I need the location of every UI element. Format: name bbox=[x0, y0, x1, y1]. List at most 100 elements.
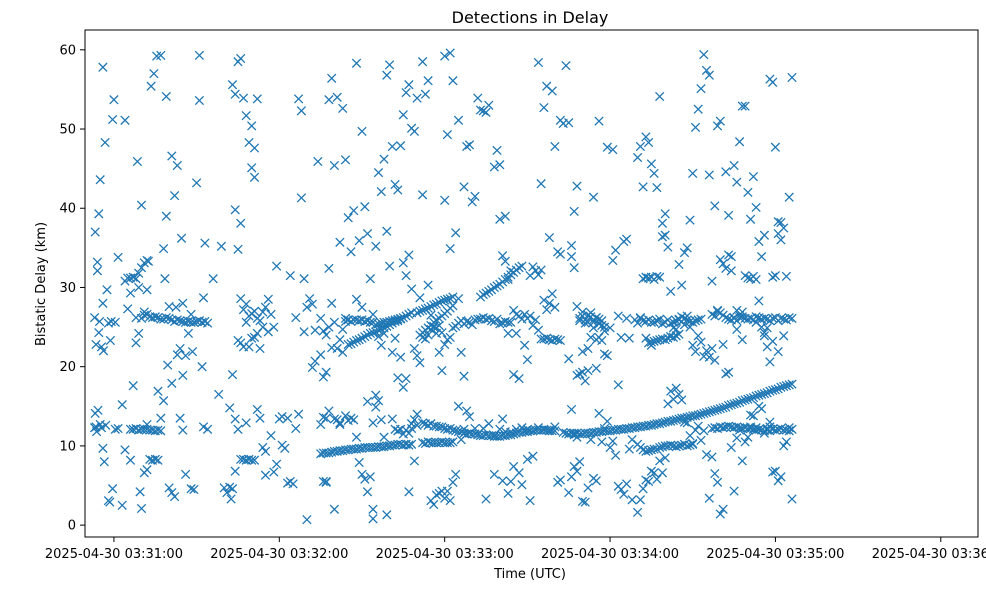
data-point bbox=[721, 312, 731, 323]
data-point bbox=[679, 413, 690, 423]
data-point bbox=[230, 414, 240, 424]
data-point bbox=[131, 274, 141, 284]
data-point bbox=[522, 454, 533, 465]
data-point bbox=[621, 313, 632, 324]
data-point bbox=[146, 81, 156, 91]
data-point bbox=[354, 236, 364, 246]
data-point bbox=[671, 383, 681, 393]
data-point bbox=[743, 273, 753, 283]
data-point bbox=[362, 316, 373, 326]
data-point bbox=[442, 486, 453, 496]
data-point bbox=[125, 455, 136, 465]
data-point bbox=[638, 484, 648, 494]
data-point bbox=[652, 182, 662, 193]
data-point bbox=[751, 423, 761, 433]
data-point bbox=[754, 390, 764, 400]
data-point bbox=[649, 336, 659, 346]
data-point bbox=[404, 487, 414, 497]
data-point bbox=[249, 143, 260, 153]
data-point bbox=[641, 132, 651, 142]
data-point bbox=[486, 316, 497, 326]
data-point bbox=[395, 141, 406, 151]
data-point bbox=[415, 293, 425, 303]
data-point bbox=[417, 190, 428, 200]
data-point bbox=[365, 328, 375, 339]
data-point bbox=[707, 309, 717, 320]
data-point bbox=[489, 469, 499, 480]
data-point bbox=[492, 314, 502, 324]
data-point bbox=[555, 335, 566, 346]
data-point bbox=[365, 274, 375, 284]
data-point bbox=[178, 425, 188, 435]
data-point bbox=[613, 380, 623, 390]
data-point bbox=[186, 309, 196, 320]
data-point bbox=[495, 319, 505, 329]
data-point bbox=[682, 418, 692, 428]
data-point bbox=[544, 298, 555, 308]
data-point bbox=[258, 307, 268, 317]
data-point bbox=[492, 145, 502, 156]
data-point bbox=[324, 448, 334, 458]
data-point bbox=[451, 469, 461, 480]
data-point bbox=[448, 76, 458, 86]
data-point bbox=[247, 163, 257, 173]
data-point bbox=[533, 325, 544, 335]
data-point bbox=[382, 317, 392, 327]
data-point bbox=[721, 167, 731, 177]
data-point bbox=[751, 202, 761, 213]
data-point bbox=[655, 272, 665, 282]
data-point bbox=[699, 408, 709, 419]
data-point bbox=[536, 179, 546, 189]
data-point bbox=[528, 262, 538, 272]
data-point bbox=[500, 211, 510, 221]
data-point bbox=[723, 250, 734, 260]
data-point bbox=[737, 396, 747, 406]
data-point bbox=[704, 170, 714, 180]
data-point bbox=[225, 403, 235, 413]
data-point bbox=[704, 70, 714, 80]
data-point bbox=[120, 445, 130, 455]
data-point bbox=[260, 446, 271, 457]
data-point bbox=[102, 285, 112, 295]
data-point bbox=[143, 256, 154, 266]
data-point bbox=[398, 110, 408, 120]
data-point bbox=[91, 426, 102, 437]
data-point bbox=[313, 156, 323, 167]
data-point bbox=[376, 415, 386, 425]
data-point bbox=[387, 316, 397, 326]
data-point bbox=[445, 243, 455, 254]
data-point bbox=[269, 467, 279, 477]
data-point bbox=[329, 317, 340, 327]
data-point bbox=[417, 305, 428, 316]
data-point bbox=[506, 317, 516, 327]
data-point bbox=[762, 323, 772, 333]
data-point bbox=[445, 293, 455, 304]
data-point bbox=[329, 160, 340, 171]
data-point bbox=[768, 385, 778, 396]
data-point bbox=[456, 347, 466, 358]
data-point bbox=[564, 118, 574, 128]
data-point bbox=[194, 50, 205, 61]
data-point bbox=[266, 430, 276, 441]
data-point bbox=[696, 314, 706, 324]
data-point bbox=[390, 179, 400, 190]
data-point bbox=[784, 423, 794, 433]
data-point bbox=[318, 476, 329, 487]
data-point bbox=[226, 494, 236, 504]
data-point bbox=[481, 494, 491, 504]
data-point bbox=[751, 274, 761, 285]
data-point bbox=[776, 217, 786, 228]
data-point bbox=[707, 276, 717, 286]
data-point bbox=[440, 295, 450, 305]
data-point bbox=[762, 423, 772, 434]
data-point bbox=[721, 263, 731, 274]
data-point bbox=[737, 335, 747, 345]
x-tick-label: 2025-04-30 03:35:00 bbox=[706, 547, 844, 562]
data-point bbox=[406, 284, 417, 294]
data-point bbox=[227, 369, 238, 380]
data-point bbox=[423, 76, 433, 86]
data-point bbox=[657, 418, 668, 428]
data-point bbox=[293, 94, 304, 104]
data-point bbox=[335, 237, 345, 247]
data-point bbox=[393, 314, 403, 324]
